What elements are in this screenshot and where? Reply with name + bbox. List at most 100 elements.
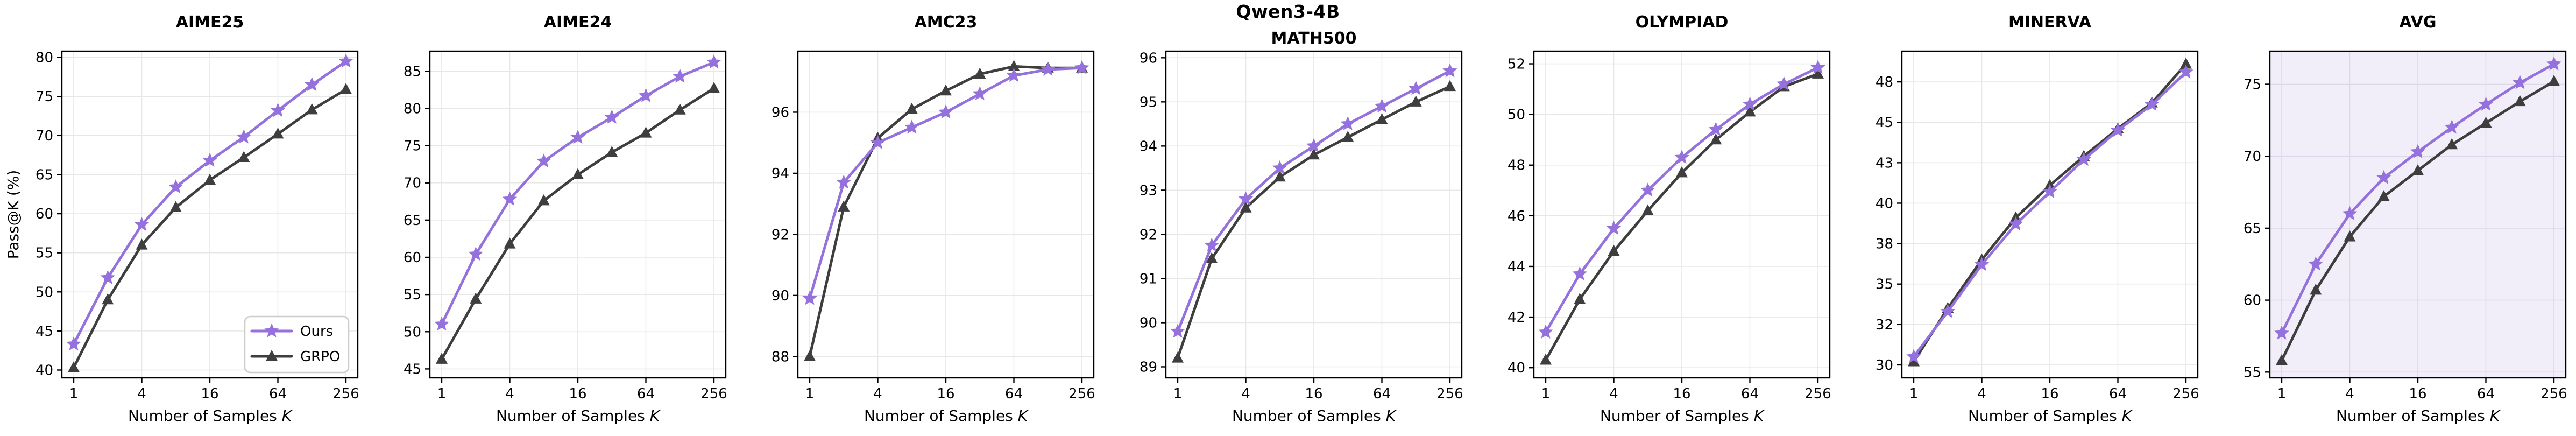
star-marker-ours <box>2178 64 2193 79</box>
x-tick-label: 1 <box>1541 386 1551 402</box>
y-tick-label: 60 <box>404 250 421 266</box>
y-axis: 40 42 44 46 48 50 52 <box>1508 57 1534 376</box>
triangle-marker-grpo <box>905 102 918 114</box>
x-axis-label: Number of Samples K <box>496 407 661 425</box>
star-marker-ours <box>2478 96 2494 111</box>
triangle-marker-grpo <box>2412 164 2424 175</box>
star-marker-ours <box>134 216 150 231</box>
series-ours <box>1170 63 1457 338</box>
star-marker-ours <box>1742 96 1758 111</box>
legend-entry-ours: Ours <box>250 323 333 340</box>
chart-title-math500: MATH500 <box>1271 29 1357 48</box>
star-marker-ours <box>1374 99 1390 113</box>
chart-title-minerva: MINERVA <box>2008 13 2092 32</box>
series-grpo <box>68 83 352 372</box>
x-axis-label: Number of Samples K <box>1968 407 2133 425</box>
star-marker-ours <box>338 53 353 68</box>
triangle-marker-grpo <box>1410 95 1422 107</box>
chart-panel-amc23: AMC23 1 4 16 64 256 88 90 92 94 96 Number of Sampl… <box>736 0 1104 436</box>
x-tick-label: 1 <box>437 386 447 402</box>
star-marker-ours <box>236 129 251 144</box>
triangle-marker-grpo <box>1240 201 1252 213</box>
chart-title-aime25: AIME25 <box>175 13 244 32</box>
chart-panel-minerva: MINERVA 1 4 16 64 256 30 32 35 38 40 43 45 48 Number … <box>1840 0 2208 436</box>
chart-panel-math500: MATH500 1 4 16 64 256 89 90 91 92 93 94 95 96 Number … <box>1104 0 1472 436</box>
triangle-marker-grpo <box>1172 351 1184 363</box>
x-tick-label: 256 <box>1068 386 1095 402</box>
x-axis: 1 4 16 64 256 <box>1909 378 2199 402</box>
star-marker-ours <box>1606 220 1622 235</box>
star-marker-ours <box>202 152 217 167</box>
triangle-marker-grpo <box>1376 113 1388 124</box>
x-tick-label: 16 <box>2409 386 2426 402</box>
star-marker-ours <box>1409 81 1424 95</box>
x-tick-label: 4 <box>137 386 146 402</box>
legend-label: GRPO <box>300 349 340 365</box>
triangle-marker-grpo <box>640 126 652 138</box>
y-tick-label: 48 <box>1508 158 1525 174</box>
triangle-marker-grpo <box>68 361 80 372</box>
star-marker-ours <box>706 54 721 69</box>
star-marker-ours <box>802 291 817 305</box>
x-tick-label: 256 <box>700 386 727 402</box>
triangle-marker-grpo <box>2310 283 2322 295</box>
triangle-marker-grpo <box>974 67 986 79</box>
star-marker-ours <box>2042 184 2057 199</box>
star-marker-ours <box>1940 304 1955 318</box>
y-axis: 45 50 55 60 65 70 75 80 85 <box>404 64 430 377</box>
x-axis-label: Number of Samples K <box>2336 407 2501 425</box>
x-tick-label: 16 <box>2041 386 2058 402</box>
grid-lines <box>1902 51 2198 378</box>
y-tick-label: 94 <box>1140 138 1157 154</box>
star-marker-ours <box>1708 122 1723 136</box>
x-tick-label: 256 <box>2172 386 2199 402</box>
triangle-marker-grpo <box>204 173 216 185</box>
x-tick-label: 64 <box>1741 386 1759 402</box>
y-tick-label: 94 <box>772 166 789 182</box>
y-tick-label: 93 <box>1140 182 1157 199</box>
x-tick-label: 64 <box>2109 386 2127 402</box>
star-marker-ours <box>1340 116 1355 131</box>
chart-title-amc23: AMC23 <box>914 13 978 32</box>
triangle-marker-grpo <box>169 201 182 212</box>
y-axis-label: Pass@K (%) <box>4 170 22 259</box>
triangle-marker-grpo <box>2344 230 2356 242</box>
triangle-marker-grpo <box>1710 133 1722 145</box>
triangle-marker-grpo <box>1676 166 1688 178</box>
star-marker-ours <box>66 336 81 351</box>
x-tick-label: 1 <box>1909 386 1919 402</box>
x-axis: 1 4 16 64 256 <box>69 378 359 402</box>
star-marker-ours <box>2546 56 2561 71</box>
chart-plot-amc23: 1 4 16 64 256 88 90 92 94 96 Number of Samples K <box>772 50 1095 425</box>
y-tick-label: 90 <box>772 288 789 304</box>
x-tick-label: 16 <box>1305 386 1322 402</box>
x-axis: 1 4 16 64 256 <box>805 378 1095 402</box>
star-marker-ours <box>2110 122 2126 137</box>
star-marker-ours <box>536 153 551 168</box>
y-tick-label: 90 <box>1140 315 1157 331</box>
star-marker-ours <box>1810 60 1825 74</box>
x-tick-label: 1 <box>1173 386 1183 402</box>
y-tick-label: 32 <box>1876 317 1893 333</box>
star-marker-ours <box>100 270 115 284</box>
triangle-marker-grpo <box>2276 354 2288 365</box>
triangle-marker-grpo <box>470 292 482 304</box>
series-grpo <box>436 82 720 364</box>
y-tick-label: 65 <box>36 167 53 183</box>
x-tick-label: 256 <box>332 386 359 402</box>
y-tick-label: 92 <box>1140 227 1157 243</box>
triangle-marker-grpo <box>804 350 816 361</box>
x-axis-label: Number of Samples K <box>864 407 1029 425</box>
triangle-marker-grpo <box>537 194 550 206</box>
y-tick-label: 43 <box>1876 155 1893 171</box>
triangle-marker-grpo <box>2480 116 2492 128</box>
star-marker-ours <box>604 109 619 124</box>
star-marker-ours <box>638 88 654 102</box>
y-tick-label: 45 <box>36 324 53 340</box>
legend-entry-grpo: GRPO <box>250 349 340 365</box>
y-tick-label: 96 <box>772 104 789 121</box>
x-axis: 1 4 16 64 256 <box>1541 378 1831 402</box>
triangle-marker-grpo <box>1008 60 1020 71</box>
star-marker-ours <box>972 86 987 101</box>
chart-plot-aime25: 1 4 16 64 256 40 45 50 55 60 65 70 75 80 Number of Sam… <box>4 50 359 425</box>
